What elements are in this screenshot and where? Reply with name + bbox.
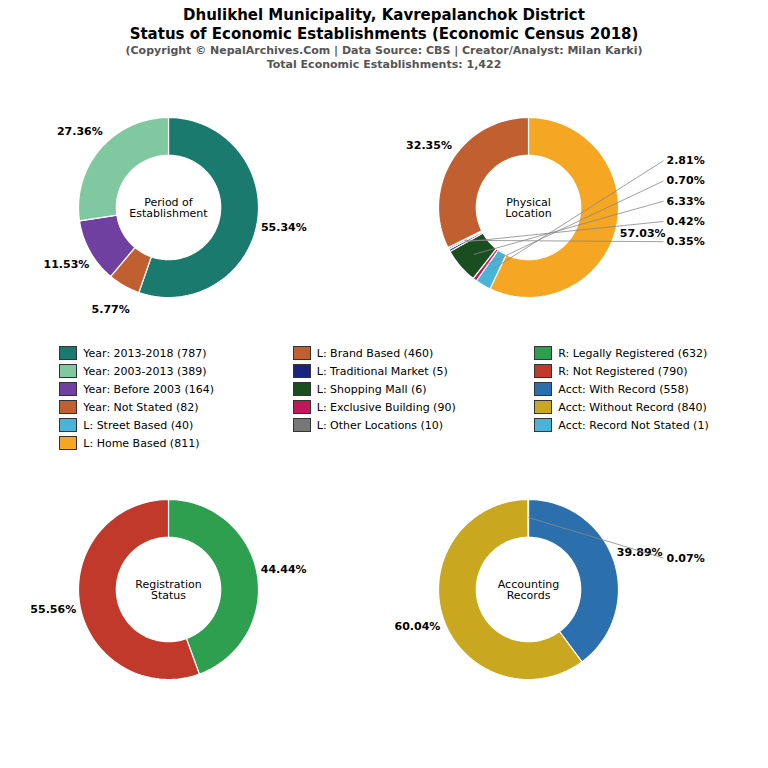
html-text:L: Street Based (40): L: Street Based (40) [83, 418, 194, 432]
html-text:(Copyright © NepalArchives.Com: (Copyright © NepalArchives.Com | Data So… [125, 44, 643, 57]
svg-text:Period ofEstablishment: Period ofEstablishment [129, 196, 208, 220]
svg-text:0.42%: 0.42% [667, 215, 705, 228]
svg-text:39.89%: 39.89% [617, 546, 663, 559]
svg-text:44.44%: 44.44% [261, 563, 307, 576]
svg-text:27.36%: 27.36% [57, 125, 103, 138]
html-text:L: Home Based (811): L: Home Based (811) [83, 436, 200, 450]
svg-text:0.35%: 0.35% [667, 235, 705, 248]
svg-text:55.56%: 55.56% [30, 603, 76, 616]
svg-text:32.35%: 32.35% [406, 139, 452, 152]
svg-text:0.70%: 0.70% [667, 174, 705, 187]
html-text:L: Shopping Mall (6): L: Shopping Mall (6) [316, 382, 427, 396]
html-text:Year: Not Stated (82): Year: Not Stated (82) [83, 400, 199, 414]
svg-text:5.77%: 5.77% [92, 303, 130, 316]
svg-text:AccountingRecords: AccountingRecords [498, 578, 559, 602]
svg-text:6.33%: 6.33% [667, 195, 705, 208]
html-text:L: Other Locations (10): L: Other Locations (10) [316, 418, 444, 432]
svg-text:2.81%: 2.81% [667, 154, 705, 167]
svg-text:PhysicalLocation: PhysicalLocation [505, 196, 552, 220]
html-text:Acct: With Record (558): Acct: With Record (558) [558, 382, 689, 396]
html-text:Acct: Without Record (840): Acct: Without Record (840) [558, 400, 707, 414]
svg-text:57.03%: 57.03% [620, 227, 666, 240]
svg-text:11.53%: 11.53% [44, 258, 90, 271]
svg-text:55.34%: 55.34% [261, 221, 307, 234]
html-text:L: Brand Based (460): L: Brand Based (460) [316, 346, 434, 360]
html-text:Acct: Record Not Stated (1): Acct: Record Not Stated (1) [558, 418, 709, 432]
html-text:Total Economic Establishments:: Total Economic Establishments: 1,422 [266, 58, 502, 71]
html-text:Year: Before 2003 (164): Year: Before 2003 (164) [83, 382, 215, 396]
html-text:Dhulikhel Municipality, Kavrep: Dhulikhel Municipality, Kavrepalanchok D… [183, 6, 585, 24]
html-text:R: Legally Registered (632): R: Legally Registered (632) [558, 346, 708, 360]
svg-text:0.07%: 0.07% [667, 552, 705, 565]
svg-text:60.04%: 60.04% [395, 620, 441, 633]
html-text:L: Traditional Market (5): L: Traditional Market (5) [316, 364, 448, 378]
html-text:Year: 2003-2013 (389): Year: 2003-2013 (389) [83, 364, 207, 378]
html-text:R: Not Registered (790): R: Not Registered (790) [558, 364, 688, 378]
html-text:Status of Economic Establishme: Status of Economic Establishments (Econo… [129, 25, 639, 43]
html-text:L: Exclusive Building (90): L: Exclusive Building (90) [316, 400, 456, 414]
html-text:Year: 2013-2018 (787): Year: 2013-2018 (787) [83, 346, 207, 360]
svg-text:RegistrationStatus: RegistrationStatus [135, 578, 201, 602]
